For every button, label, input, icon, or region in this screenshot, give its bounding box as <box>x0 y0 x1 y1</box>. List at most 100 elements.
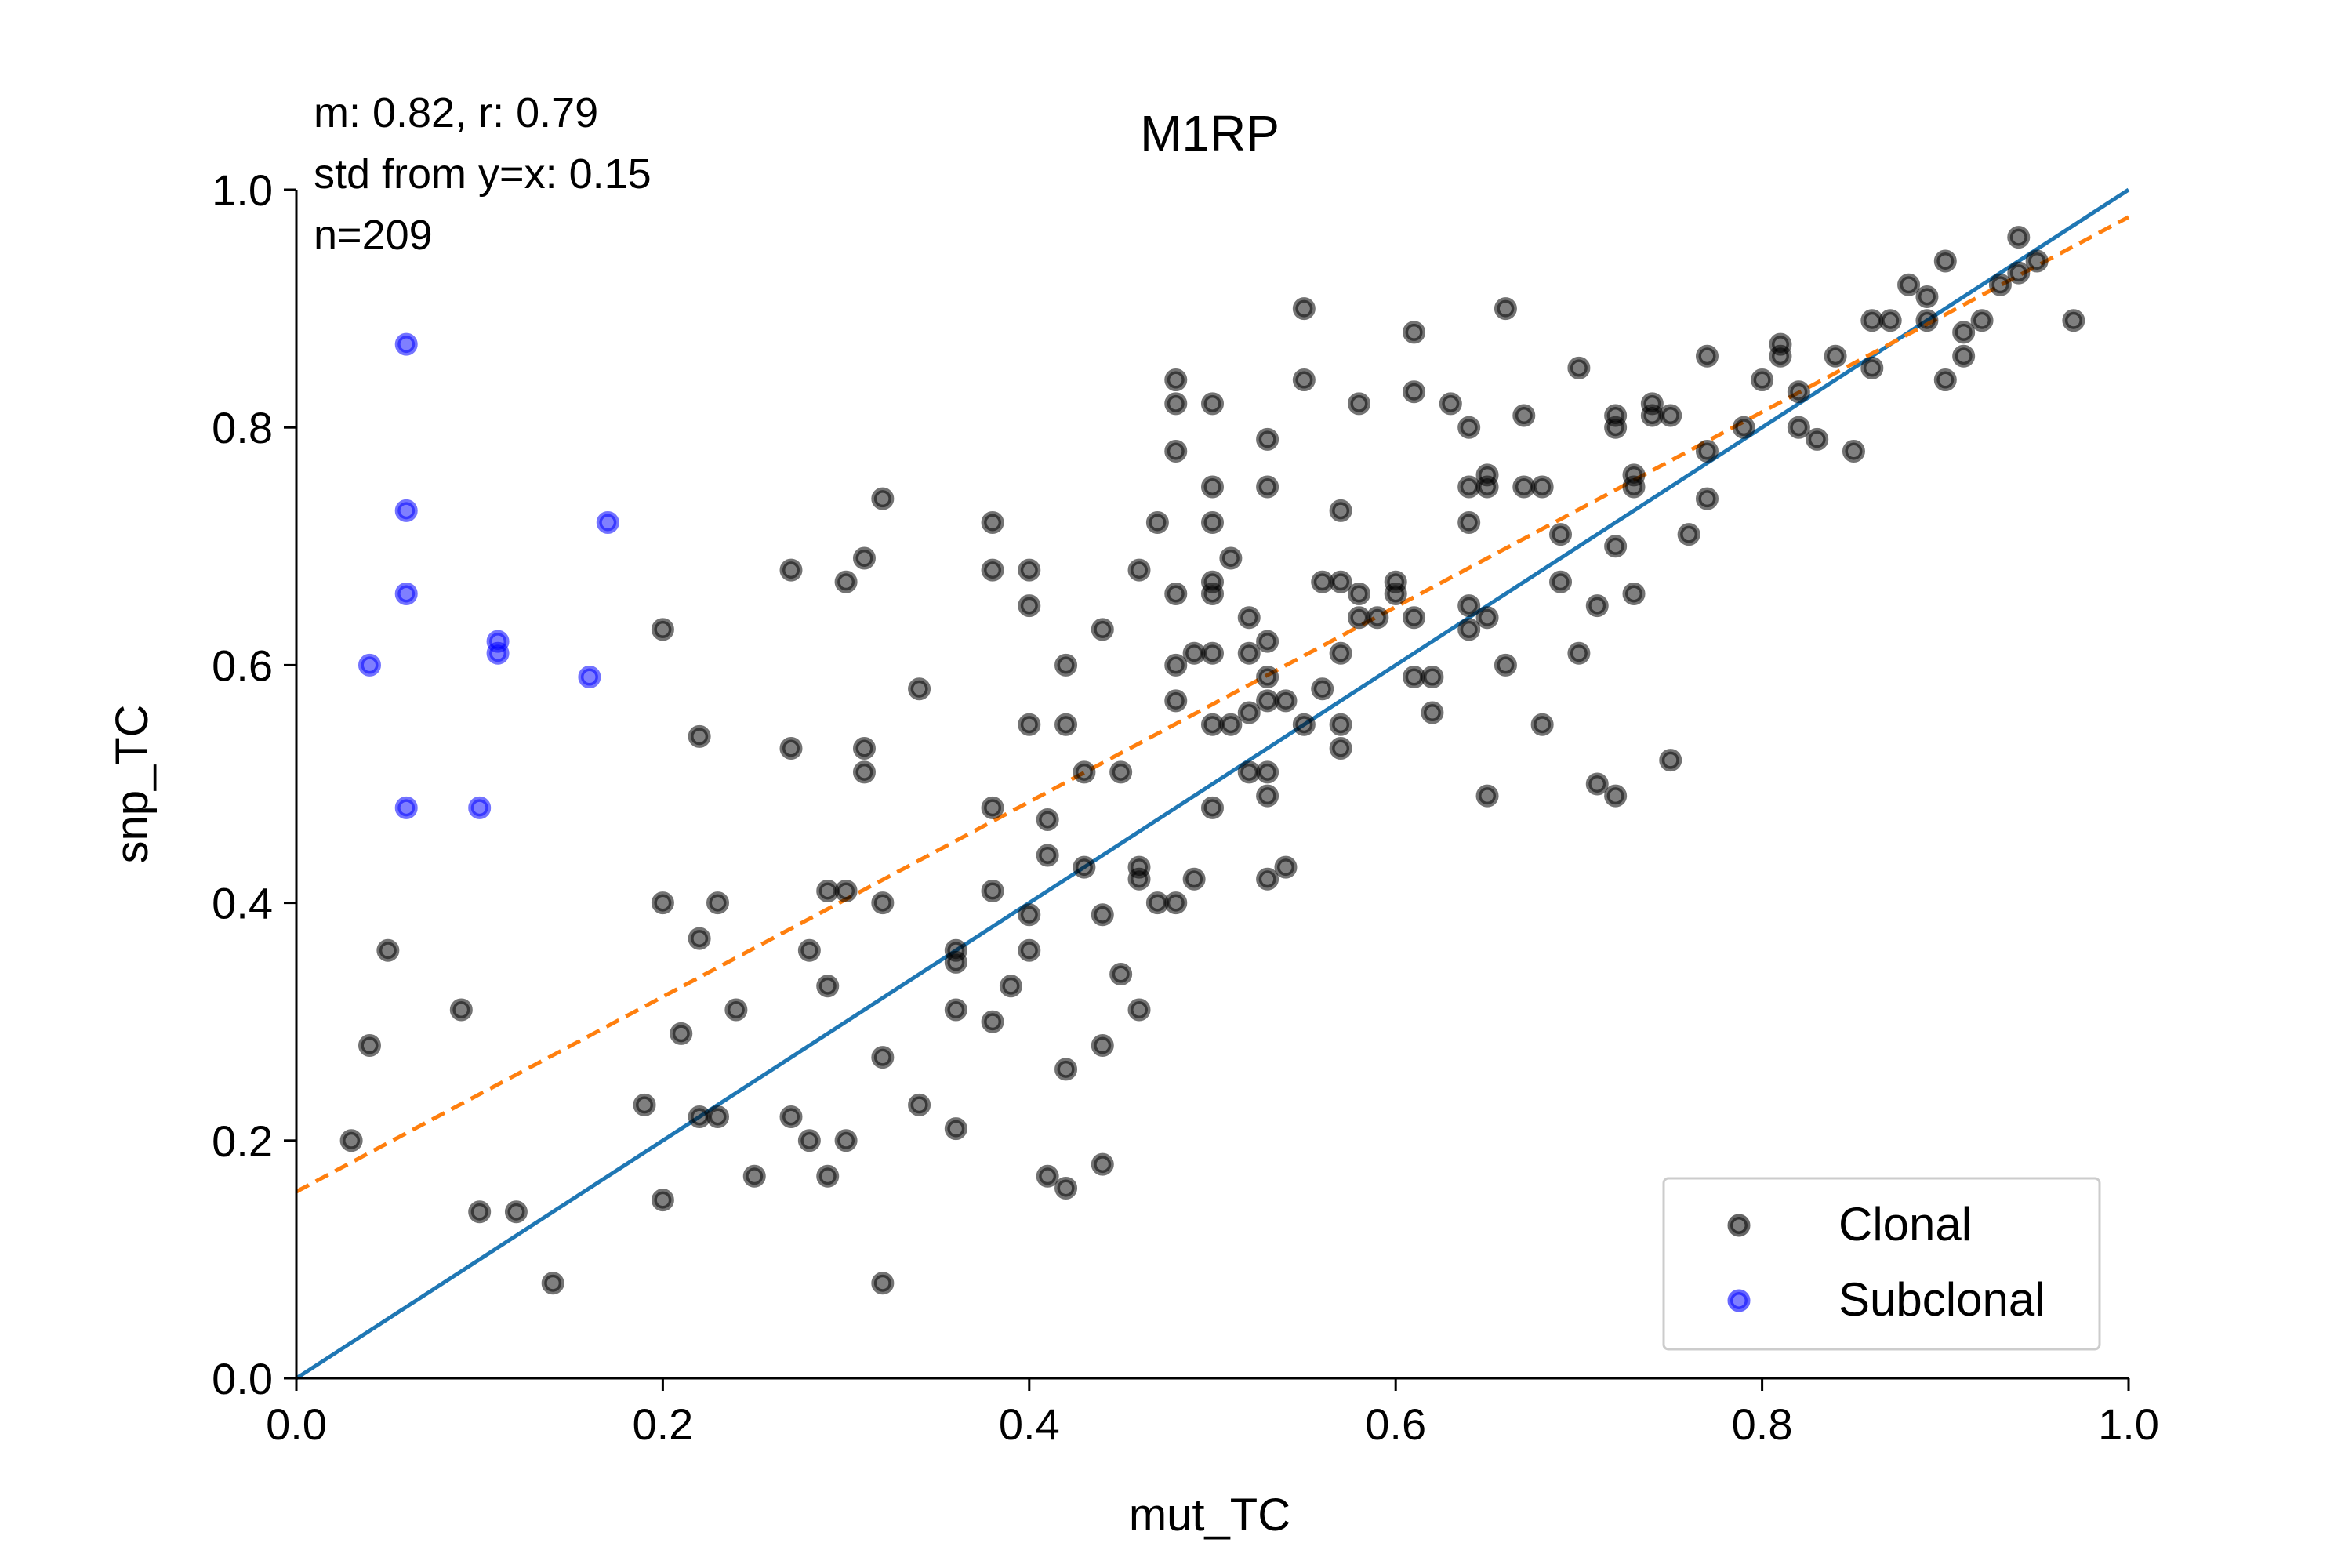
data-point-clonal <box>1384 582 1407 605</box>
annotation-block: m: 0.82, r: 0.79 std from y=x: 0.15 n=20… <box>314 89 652 259</box>
data-point-clonal <box>1494 297 1517 321</box>
data-point-clonal <box>541 1272 564 1295</box>
data-point-clonal <box>852 737 876 760</box>
data-point-clonal <box>944 1117 967 1141</box>
data-point-clonal <box>1604 416 1628 439</box>
legend-label-subclonal: Subclonal <box>1838 1273 2045 1326</box>
data-point-clonal <box>1347 606 1370 630</box>
data-point-clonal <box>1237 641 1261 665</box>
data-point-clonal <box>1403 666 1426 689</box>
data-point-clonal <box>1403 321 1426 344</box>
data-point-clonal <box>1329 641 1352 665</box>
x-axis-label: mut_TC <box>1129 1490 1290 1541</box>
y-tick-label: 1.0 <box>212 165 273 215</box>
data-point-clonal <box>981 1010 1004 1033</box>
data-point-clonal <box>706 891 730 915</box>
data-point-clonal <box>1842 440 1865 463</box>
data-point-clonal <box>1256 666 1279 689</box>
data-point-clonal <box>871 487 895 510</box>
data-point-clonal <box>1073 855 1096 879</box>
data-point-clonal <box>1475 784 1499 808</box>
data-point-clonal <box>1915 285 1939 308</box>
data-point-clonal <box>1787 416 1810 439</box>
data-point-clonal <box>1018 558 1041 582</box>
data-point-clonal <box>1806 427 1829 451</box>
legend-label-clonal: Clonal <box>1838 1198 1972 1250</box>
data-point-clonal <box>670 1022 693 1045</box>
data-point-clonal <box>1256 867 1279 891</box>
data-point-clonal <box>1164 582 1188 605</box>
data-point-clonal <box>1585 594 1609 618</box>
data-point-subclonal <box>486 641 510 665</box>
data-point-clonal <box>688 927 711 950</box>
x-ticks: 0.0 0.2 0.4 0.6 0.8 1.0 <box>266 1378 2159 1449</box>
data-point-clonal <box>1494 653 1517 677</box>
x-tick-label: 0.0 <box>266 1399 327 1449</box>
data-point-clonal <box>1054 653 1078 677</box>
data-point-clonal <box>1018 594 1041 618</box>
data-point-clonal <box>1201 582 1224 605</box>
data-point-clonal <box>1182 641 1206 665</box>
data-point-clonal <box>1164 392 1188 416</box>
data-point-clonal <box>1329 737 1352 760</box>
data-point-clonal <box>1824 344 1847 368</box>
data-point-clonal <box>651 891 674 915</box>
data-point-clonal <box>468 1200 492 1224</box>
axes: 0.0 0.2 0.4 0.6 0.8 1.0 0.0 0.2 0.4 0.6 0.8 1.0 <box>212 165 2159 1449</box>
x-tick-label: 1.0 <box>2098 1399 2159 1449</box>
data-point-clonal <box>944 950 967 974</box>
data-point-clonal <box>1201 510 1224 534</box>
data-point-clonal <box>1036 844 1059 867</box>
data-point-clonal <box>1219 546 1243 570</box>
data-point-clonal <box>1421 666 1444 689</box>
data-point-clonal <box>1091 1152 1114 1176</box>
data-point-clonal <box>1915 309 1939 332</box>
data-point-clonal <box>2007 226 2031 249</box>
data-point-subclonal <box>394 332 418 356</box>
data-point-clonal <box>1403 380 1426 404</box>
data-point-subclonal <box>468 796 492 819</box>
data-point-clonal <box>779 737 803 760</box>
data-point-clonal <box>944 998 967 1022</box>
data-point-clonal <box>1054 1176 1078 1200</box>
data-point-clonal <box>1091 1034 1114 1058</box>
data-point-clonal <box>1036 1164 1059 1188</box>
data-point-clonal <box>376 938 400 962</box>
data-point-clonal <box>816 879 840 902</box>
x-tick-label: 0.6 <box>1365 1399 1426 1449</box>
y-tick-label: 0.8 <box>212 403 273 452</box>
data-point-clonal <box>1329 713 1352 736</box>
data-point-clonal <box>1769 344 1792 368</box>
data-point-clonal <box>1457 618 1481 641</box>
data-point-clonal <box>1182 867 1206 891</box>
data-point-clonal <box>1164 440 1188 463</box>
data-point-clonal <box>1145 891 1169 915</box>
data-point-clonal <box>1329 570 1352 593</box>
data-point-clonal <box>1970 309 1994 332</box>
data-point-clonal <box>1073 760 1096 784</box>
data-point-clonal <box>871 1272 895 1295</box>
data-point-clonal <box>1347 392 1370 416</box>
legend-marker-subclonal <box>1727 1289 1751 1312</box>
data-point-clonal <box>1585 772 1609 796</box>
data-point-clonal <box>688 1105 711 1128</box>
data-point-clonal <box>1732 416 1755 439</box>
data-point-clonal <box>1659 404 1682 427</box>
data-point-clonal <box>1549 570 1573 593</box>
data-point-clonal <box>1256 760 1279 784</box>
data-point-clonal <box>1201 796 1224 819</box>
data-point-clonal <box>1018 903 1041 927</box>
data-point-clonal <box>1695 440 1719 463</box>
data-point-clonal <box>1201 713 1224 736</box>
data-point-clonal <box>1988 273 2012 296</box>
data-point-clonal <box>981 510 1004 534</box>
data-point-clonal <box>1201 392 1224 416</box>
data-point-clonal <box>981 796 1004 819</box>
data-point-clonal <box>816 1164 840 1188</box>
data-point-clonal <box>1292 297 1316 321</box>
data-point-clonal <box>1274 855 1298 879</box>
data-point-clonal <box>797 1129 821 1152</box>
data-point-clonal <box>651 1189 674 1212</box>
data-point-clonal <box>1256 689 1279 713</box>
data-point-clonal <box>1787 380 1810 404</box>
